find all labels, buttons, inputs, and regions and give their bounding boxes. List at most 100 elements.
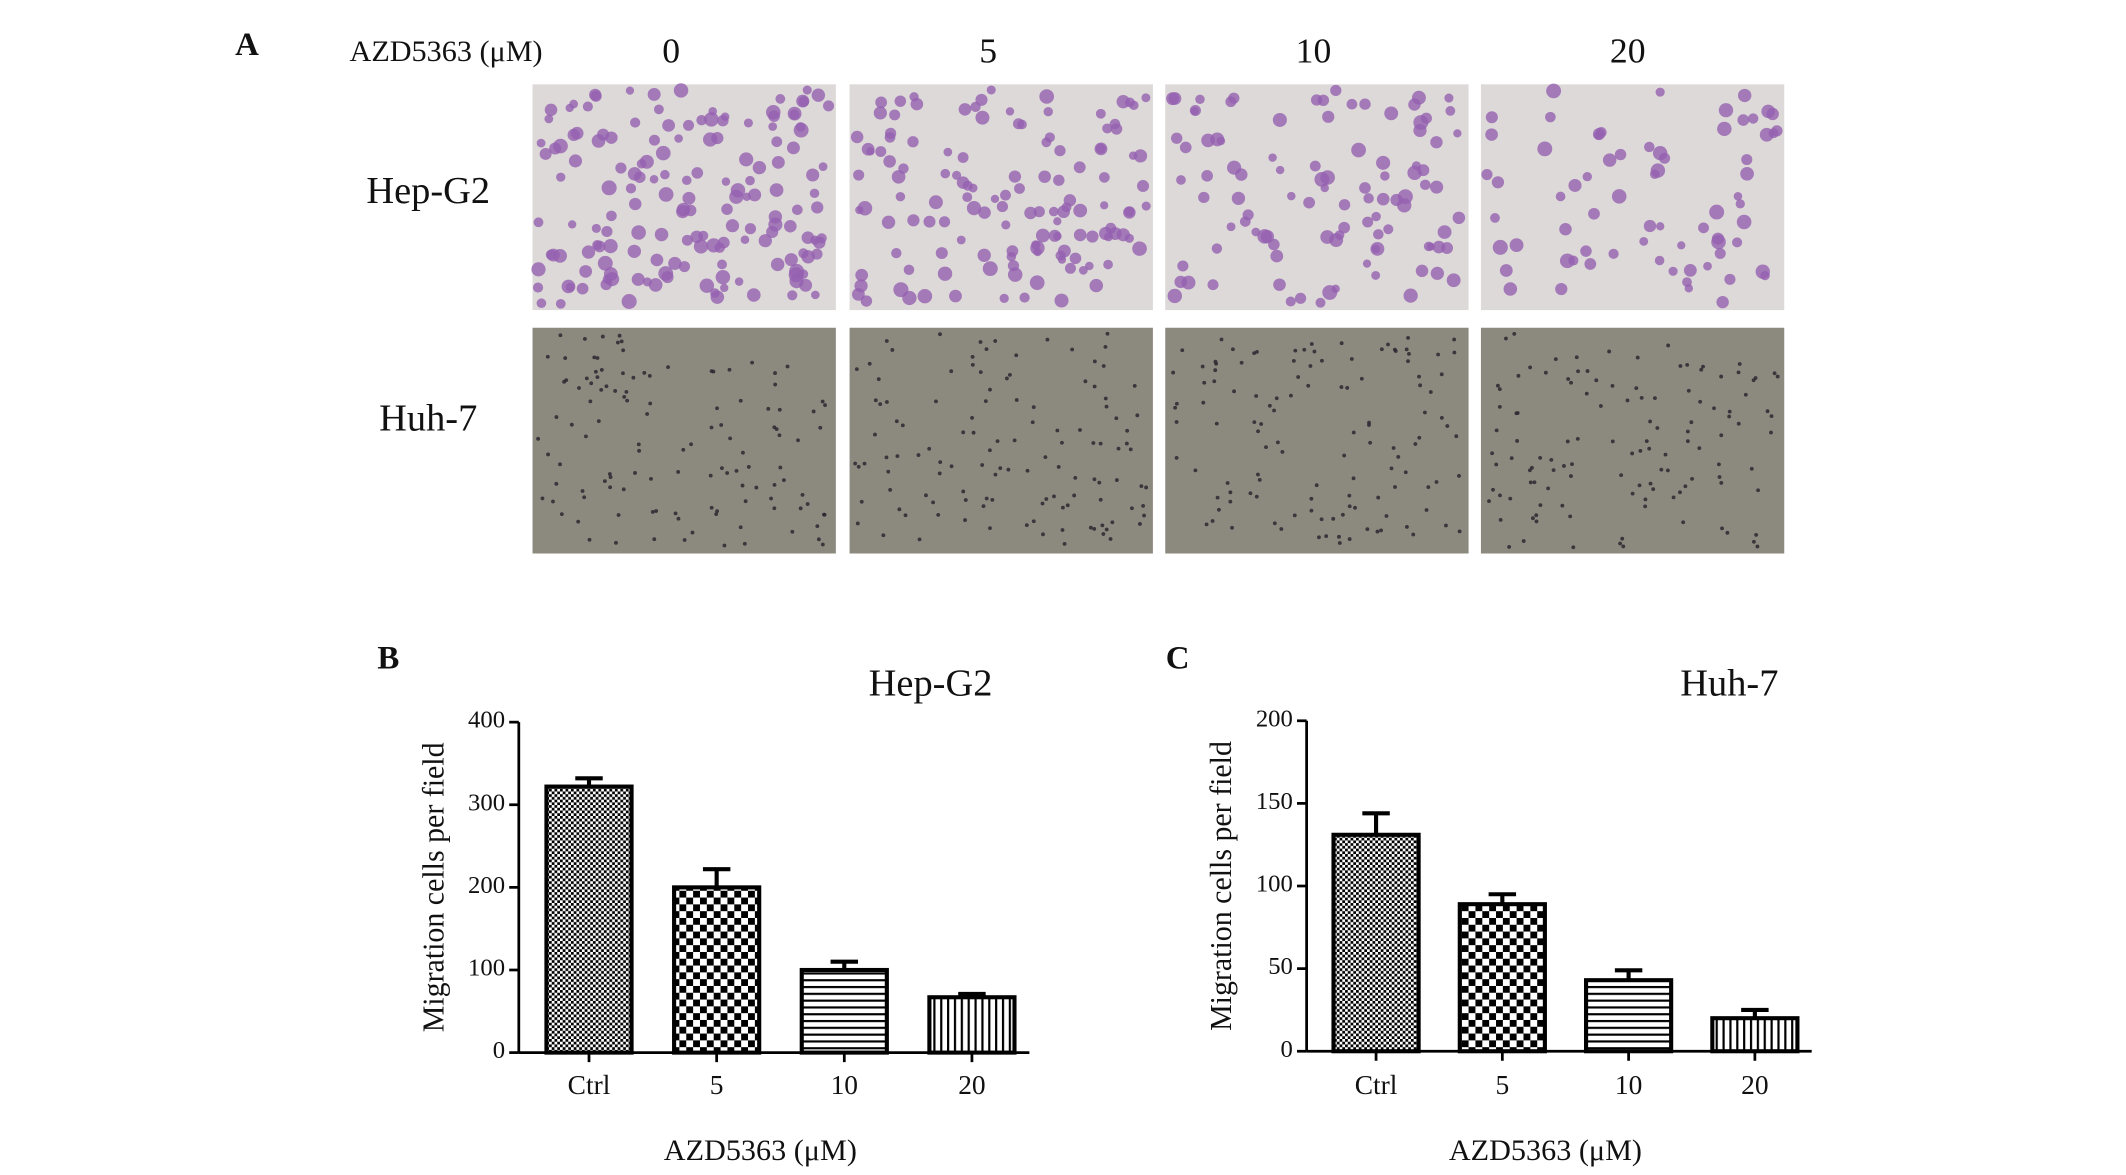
cell xyxy=(660,169,670,180)
cell xyxy=(1060,440,1064,445)
cell xyxy=(569,99,579,109)
cell xyxy=(1614,148,1627,161)
cell xyxy=(1724,273,1736,285)
cell xyxy=(1309,160,1321,172)
cell xyxy=(568,154,583,168)
cell xyxy=(1232,389,1236,394)
cell xyxy=(1137,180,1150,192)
cell xyxy=(589,88,602,101)
cell xyxy=(1521,539,1526,543)
cell xyxy=(1014,353,1019,358)
cell xyxy=(1275,440,1280,445)
cell xyxy=(614,540,618,545)
cell xyxy=(1176,175,1186,185)
cell xyxy=(1444,93,1454,103)
x-tick-label: Ctrl xyxy=(1355,1070,1398,1100)
cell xyxy=(1643,219,1657,233)
cell xyxy=(693,239,709,254)
cell xyxy=(1683,484,1688,489)
cell xyxy=(1685,429,1690,434)
cell xyxy=(1000,189,1011,201)
cell xyxy=(949,289,962,303)
cell xyxy=(1144,485,1149,490)
cell xyxy=(777,433,782,438)
y-tick-label: 400 xyxy=(468,707,505,734)
cell xyxy=(1062,541,1067,546)
cell xyxy=(711,132,724,145)
cell xyxy=(683,119,695,131)
cell xyxy=(943,147,953,157)
cell xyxy=(1452,211,1466,225)
cell xyxy=(984,347,989,352)
cell xyxy=(1110,520,1115,525)
cell xyxy=(1057,255,1067,264)
cell xyxy=(1359,182,1371,194)
cell xyxy=(689,442,693,447)
cell xyxy=(1717,475,1722,479)
cell xyxy=(1756,488,1760,493)
cell xyxy=(720,112,730,121)
cell xyxy=(1330,84,1342,97)
cell xyxy=(636,159,647,169)
cell xyxy=(1030,420,1035,425)
y-axis-label: Migration cells per field xyxy=(1204,741,1238,1031)
cell xyxy=(649,174,659,184)
cell xyxy=(970,354,975,359)
cell xyxy=(1272,113,1287,127)
cell xyxy=(957,152,969,163)
cell xyxy=(778,465,783,470)
cell xyxy=(1012,118,1025,130)
cell xyxy=(576,282,589,295)
cell xyxy=(1650,169,1660,179)
cell xyxy=(1228,499,1233,504)
cell xyxy=(1666,343,1671,348)
cell xyxy=(1043,107,1053,117)
cell xyxy=(1201,400,1206,405)
cell xyxy=(621,348,626,353)
cell xyxy=(1268,238,1280,251)
cell xyxy=(917,537,922,542)
cell xyxy=(978,206,991,219)
cell xyxy=(1417,374,1421,379)
cell xyxy=(1665,468,1670,473)
cell xyxy=(1257,229,1273,244)
cell xyxy=(536,138,546,148)
cell xyxy=(823,100,835,112)
cell xyxy=(1338,199,1351,211)
cell xyxy=(1210,519,1215,523)
cell xyxy=(903,513,908,518)
cell xyxy=(1320,170,1335,185)
y-axis-label: Migration cells per field xyxy=(416,742,450,1032)
cell xyxy=(787,290,798,301)
cell xyxy=(1273,278,1286,291)
cell xyxy=(1386,342,1390,347)
cell xyxy=(993,472,998,477)
cell xyxy=(1755,544,1760,549)
cell xyxy=(1043,455,1048,460)
cell xyxy=(1598,404,1603,408)
cell xyxy=(1644,141,1655,153)
cell xyxy=(1239,360,1244,365)
cell xyxy=(983,399,988,404)
cell xyxy=(540,496,545,501)
cell xyxy=(1404,347,1409,352)
cell xyxy=(662,119,675,132)
cell xyxy=(909,92,919,102)
cell xyxy=(1101,364,1106,368)
cell xyxy=(822,512,826,517)
cell xyxy=(633,171,646,183)
cell xyxy=(1610,439,1615,444)
cell xyxy=(606,210,617,222)
cell xyxy=(1048,206,1059,217)
cell xyxy=(789,109,800,120)
cell xyxy=(1379,528,1383,533)
cell xyxy=(998,466,1003,471)
cell xyxy=(631,272,645,286)
cell xyxy=(982,261,998,277)
cell xyxy=(1320,358,1324,363)
cell xyxy=(1314,483,1319,488)
cell xyxy=(999,293,1009,303)
cell xyxy=(1078,428,1082,432)
cell xyxy=(681,175,692,186)
cell xyxy=(1754,533,1759,537)
